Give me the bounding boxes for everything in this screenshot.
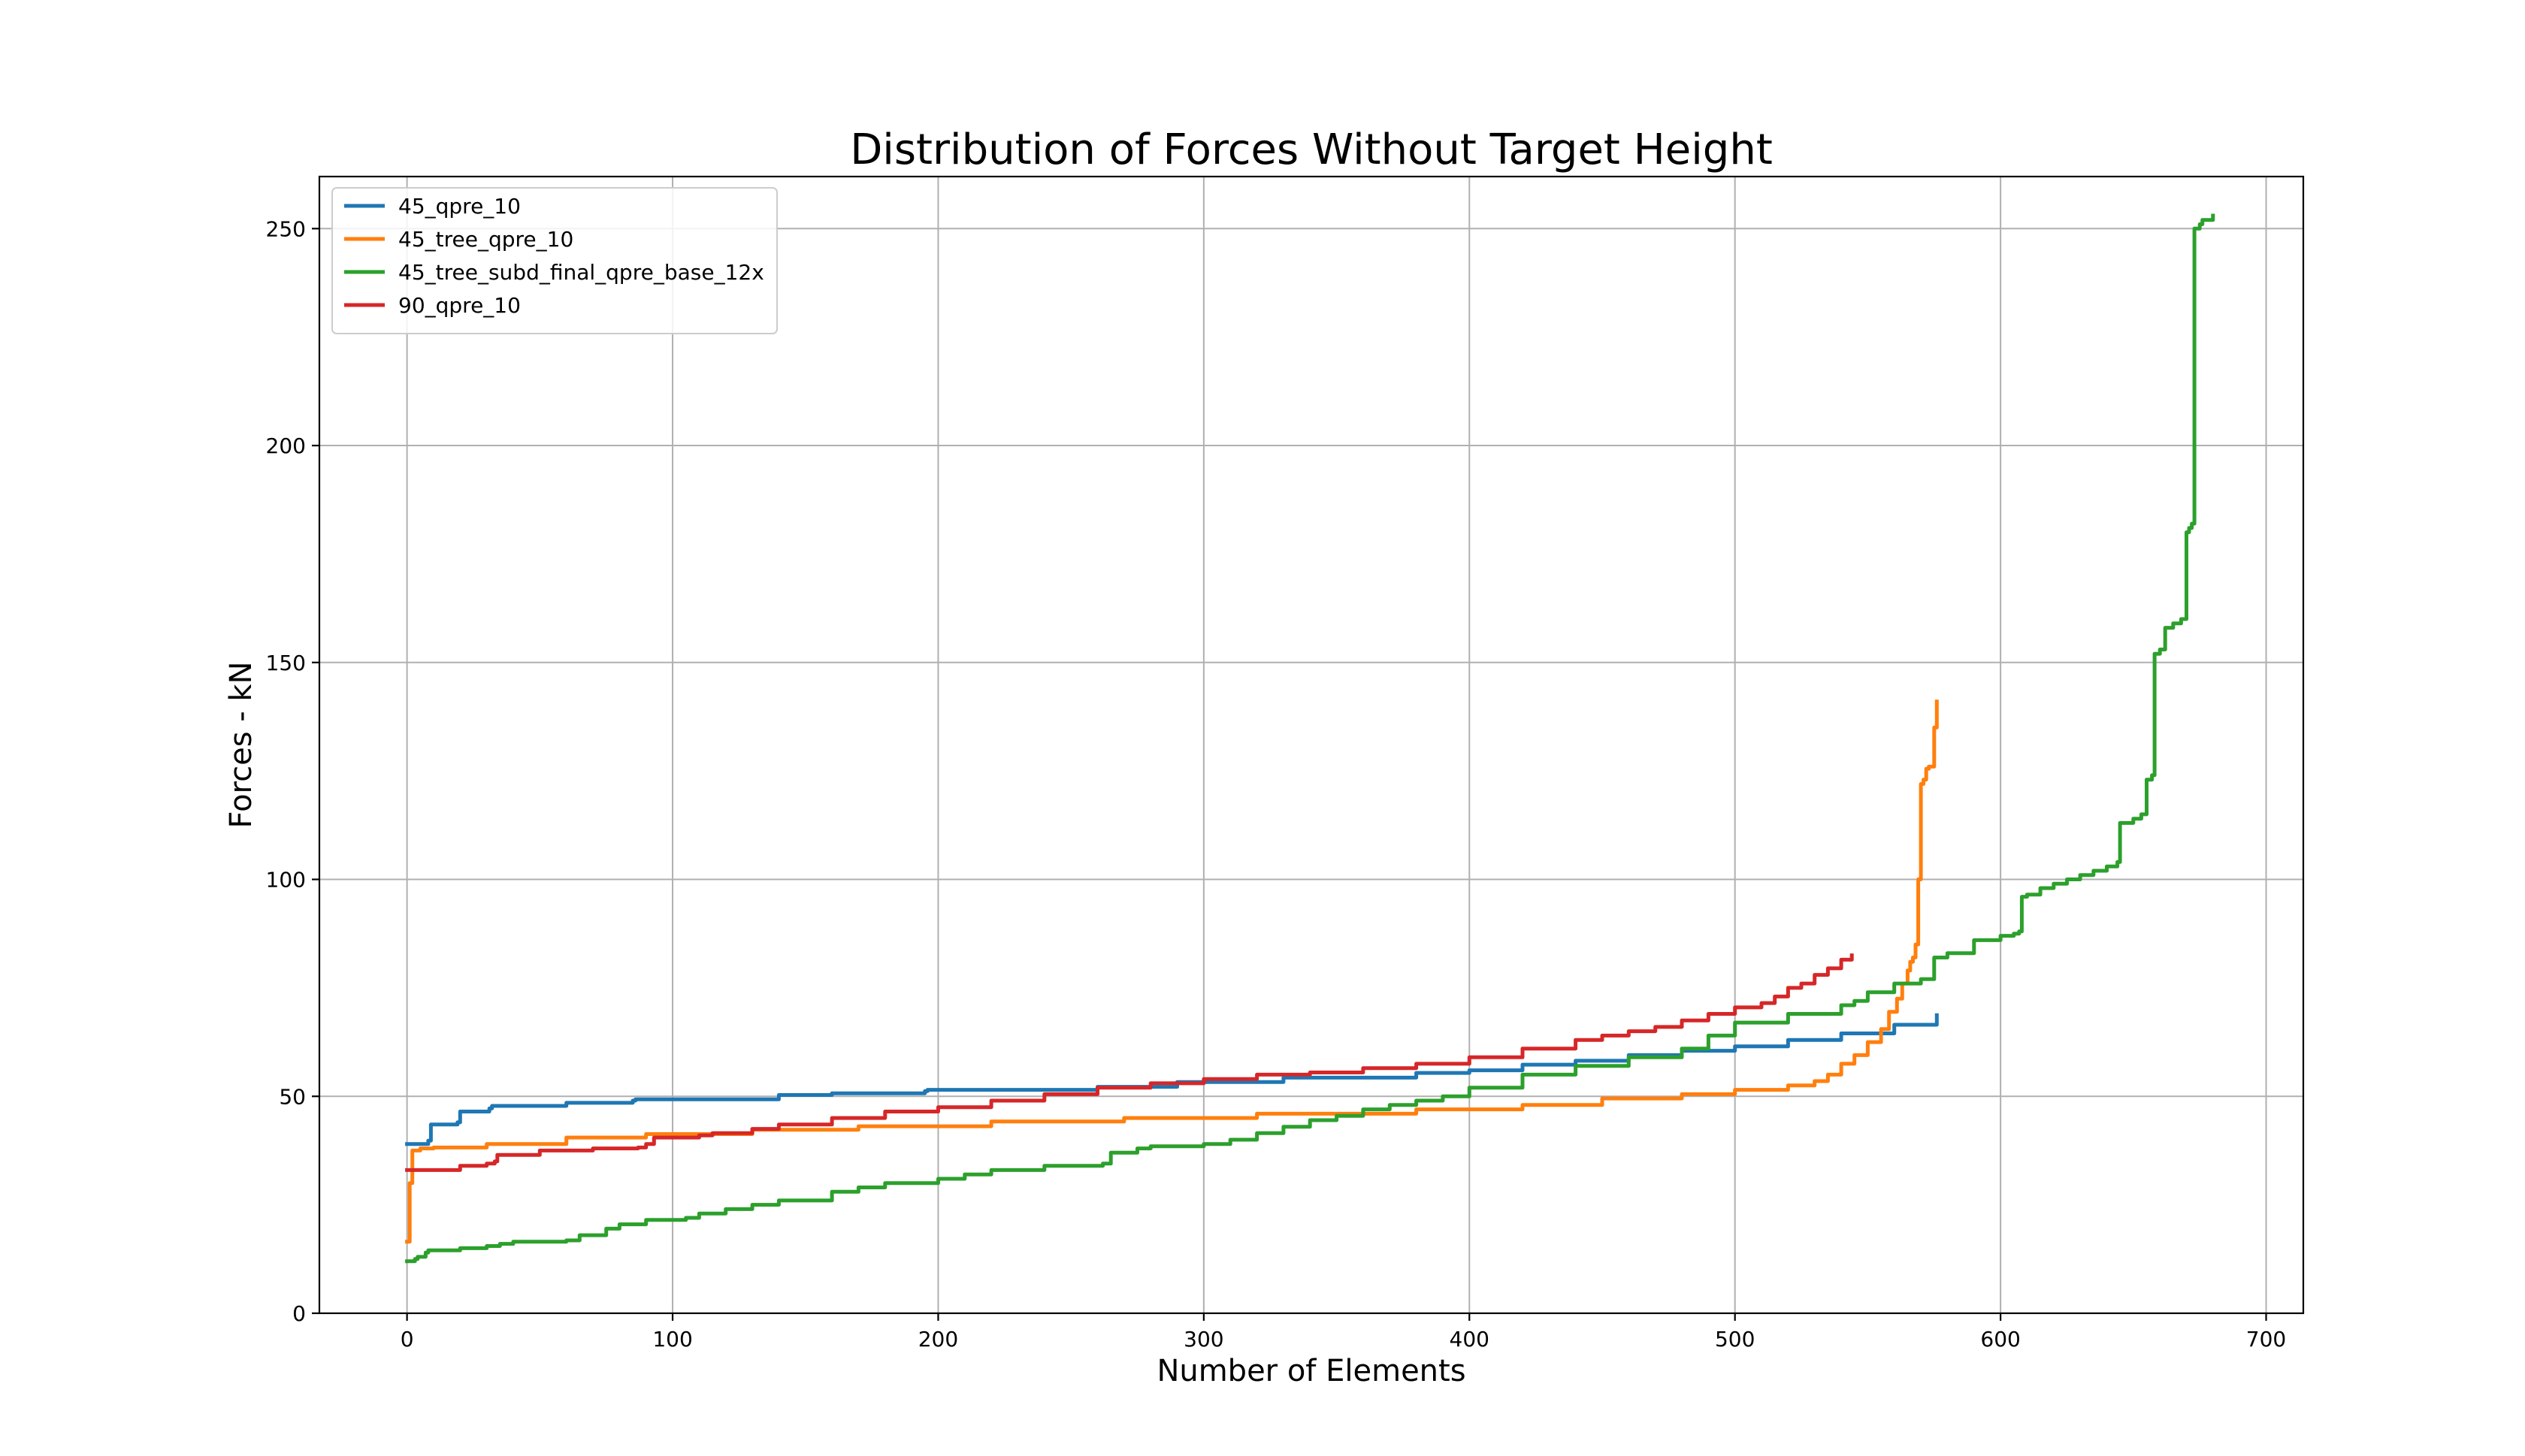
x-tick-label: 100 [652,1327,692,1352]
x-axis-title: Number of Elements [1157,1354,1465,1388]
y-tick-label: 0 [292,1301,306,1326]
x-tick-label: 400 [1450,1327,1489,1352]
y-axis-title: Forces - kN [224,661,259,828]
series-line-4 [405,953,1854,1172]
x-tick-label: 500 [1715,1327,1755,1352]
legend-label: 90_qpre_10 [398,293,521,318]
x-tick-label: 0 [401,1327,414,1352]
legend: 45_qpre_10 45_tree_qpre_10 45_tree_subd_fi… [331,187,778,334]
series-line-2 [405,699,1939,1244]
y-tick-label: 200 [266,433,306,458]
x-tick-label: 600 [1980,1327,2020,1352]
y-tick-label: 50 [279,1084,306,1109]
y-tick-label: 150 [266,651,306,675]
x-tick-label: 700 [2246,1327,2286,1352]
y-tick-label: 100 [266,868,306,893]
plot-frame [318,175,2305,1315]
chart-title: Distribution of Forces Without Target He… [850,125,1773,174]
y-tick-label: 250 [266,216,306,241]
series-group [405,213,2215,1264]
legend-box [331,187,778,334]
x-tick-label: 200 [918,1327,958,1352]
legend-label: 45_tree_qpre_10 [398,227,573,252]
legend-label: 45_tree_subd_final_qpre_base_12x [398,260,764,285]
series-line-3 [405,213,2215,1264]
axis-ticks: 0 100 200 300 400 500 600 700 0 50 100 150 200 250 [266,216,2287,1352]
legend-label: 45_qpre_10 [398,194,521,219]
x-tick-label: 300 [1184,1327,1223,1352]
